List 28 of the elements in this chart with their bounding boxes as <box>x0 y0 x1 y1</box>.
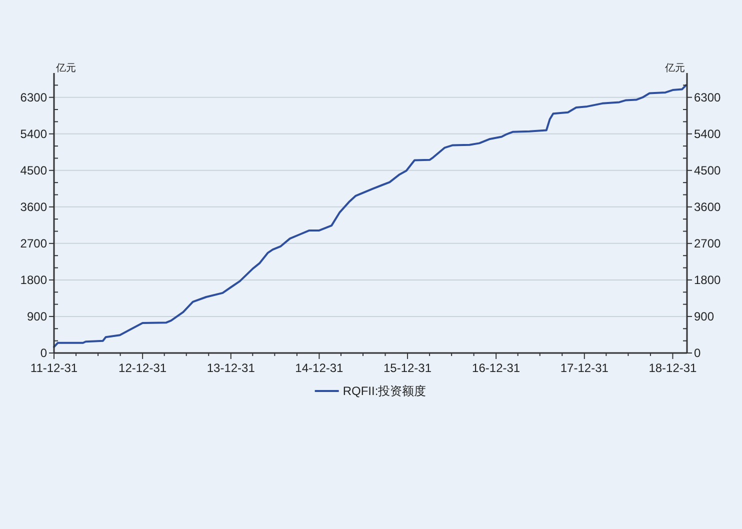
y-tick-label: 5400 <box>20 126 48 141</box>
y-tick-label: 1800 <box>20 272 48 287</box>
y2-tick-label: 5400 <box>694 126 722 141</box>
y-tick-label: 900 <box>26 309 48 324</box>
x-tick-label: 13-12-31 <box>206 361 256 375</box>
x-tick-label: 17-12-31 <box>560 361 609 375</box>
y-tick-label: 0 <box>40 346 48 360</box>
y-tick-label: 4500 <box>20 163 48 178</box>
x-tick-label: 14-12-31 <box>295 361 344 375</box>
x-tick-label: 16-12-31 <box>472 361 520 375</box>
legend: RQFII:投资额度 <box>314 384 426 398</box>
y2-tick-label: 1800 <box>694 272 722 287</box>
y-tick-label: 2700 <box>20 236 48 250</box>
y2-tick-label: 4500 <box>694 163 722 178</box>
x-tick-label: 15-12-31 <box>384 361 432 375</box>
y-tick-label: 3600 <box>20 200 48 214</box>
x-tick-label: 12-12-31 <box>118 361 167 375</box>
y2-tick-label: 6300 <box>694 90 722 104</box>
y2-tick-label: 0 <box>694 346 701 360</box>
y2-tick-label: 2700 <box>694 236 722 250</box>
y2-tick-label: 3600 <box>694 200 722 214</box>
legend-label: RQFII:投资额度 <box>342 384 426 398</box>
x-tick-label: 11-12-31 <box>30 361 78 375</box>
y-tick-label: 6300 <box>20 90 48 104</box>
y2-tick-label: 900 <box>694 309 714 324</box>
y2-axis-title: 亿元 <box>664 63 685 74</box>
x-tick-label: 18-12-31 <box>648 361 698 375</box>
y-axis-title: 亿元 <box>55 63 76 74</box>
